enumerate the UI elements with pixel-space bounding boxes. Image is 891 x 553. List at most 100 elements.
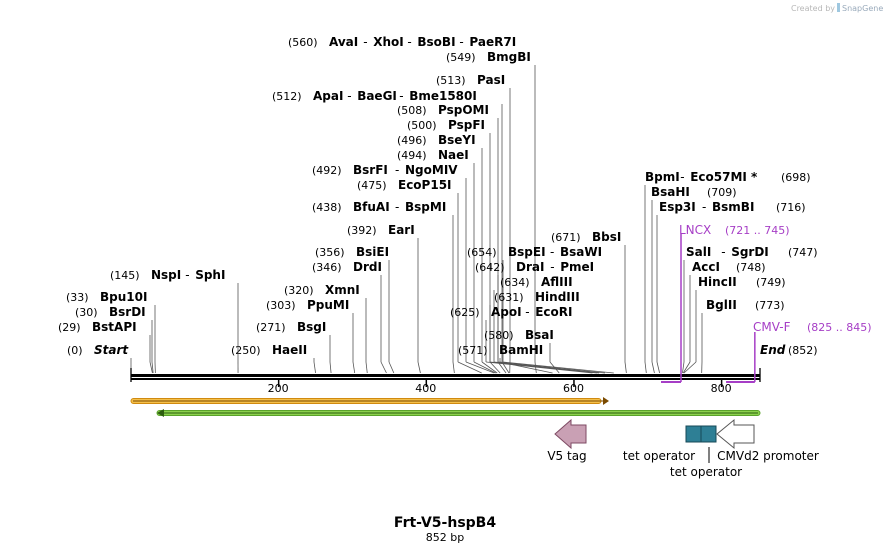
enzyme-site-end[interactable]: End (852) — [760, 343, 818, 357]
plasmid-length: 852 bp — [426, 531, 464, 544]
enzyme-site-bstapi[interactable]: (29) BstAPI — [58, 320, 153, 374]
enzyme-name: AflIII — [541, 275, 573, 289]
enzyme-site-bsai[interactable]: (580) BsaI — [484, 328, 560, 374]
enzyme-site-bsgi[interactable]: (271) BsgI — [256, 320, 332, 374]
enzyme-site-pasi[interactable]: (513) PasI — [436, 73, 511, 374]
svg-text:200: 200 — [268, 382, 289, 395]
enzyme-site-bbsi[interactable]: (671) BbsI — [551, 230, 627, 374]
enzyme-site-hindiii[interactable]: (631) HindIII — [489, 290, 597, 374]
enzyme-site-esp3i[interactable]: Esp3I - BsmBI (716) — [656, 200, 806, 374]
enzyme-site-nspi[interactable]: (145) NspI - SphI — [110, 268, 239, 374]
enzyme-name: SgrDI — [731, 245, 769, 259]
enzyme-name: DraI — [516, 260, 544, 274]
enzyme-name: EcoRI — [535, 305, 572, 319]
enzyme-site-apai[interactable]: (512) ApaI - BaeGI - Bme1580I — [272, 89, 510, 374]
enzyme-position: (654) — [467, 246, 497, 259]
enzyme-position: (549) — [446, 51, 476, 64]
tet-operator-feature[interactable]: tet operator tet operator — [623, 425, 742, 479]
enzyme-name: XhoI — [373, 35, 404, 49]
enzyme-site-drdi[interactable]: (346) DrdI — [312, 260, 387, 374]
enzyme-name: BsmBI — [712, 200, 754, 214]
enzyme-position: (492) — [312, 164, 342, 177]
enzyme-position: (392) — [347, 224, 377, 237]
orf-yellow[interactable] — [130, 397, 609, 405]
enzyme-position: (747) — [788, 246, 818, 259]
enzyme-name: BsrFI — [353, 163, 388, 177]
enzyme-position: (320) — [284, 284, 314, 297]
enzyme-site-pspomi[interactable]: (508) PspOMI — [397, 103, 507, 374]
enzyme-site-naei[interactable]: (494) NaeI — [397, 148, 496, 374]
enzyme-name: BspMI — [405, 200, 446, 214]
enzyme-position: (508) — [397, 104, 427, 117]
enzyme-site-ecop15i[interactable]: (475) EcoP15I — [357, 178, 482, 374]
enzyme-site-acci[interactable]: AccI (748) — [682, 260, 766, 374]
orf-green[interactable] — [156, 409, 761, 417]
enzyme-name: BsgI — [297, 320, 326, 334]
cmvd2-promoter-label: CMVd2 promoter — [717, 449, 819, 463]
enzyme-site-bseyi[interactable]: (496) BseYI — [397, 133, 498, 374]
tet-operator-label-2: tet operator — [670, 465, 742, 479]
enzyme-site-bmgbi[interactable]: (549) BmgBI — [446, 50, 537, 374]
enzyme-name: Bme1580I — [409, 89, 477, 103]
enzyme-site-apoi[interactable]: (625) ApoI - EcoRI — [450, 305, 593, 374]
ruler: 200 400 600 800 — [268, 380, 732, 395]
enzyme-position: (494) — [397, 149, 427, 162]
enzyme-site-bfuai[interactable]: (438) BfuAI - BspMI — [312, 200, 455, 374]
tet-operator-label-1: tet operator — [623, 449, 695, 463]
enzyme-position: (346) — [312, 261, 342, 274]
svg-text:-: - — [399, 89, 403, 103]
primer-lncx[interactable]: LNCX (721 .. 745) — [661, 223, 790, 383]
cmvd2-promoter-feature[interactable]: CMVd2 promoter — [716, 418, 819, 463]
enzyme-position: (29) — [58, 321, 81, 334]
enzyme-position: (145) — [110, 269, 140, 282]
enzyme-name: ApoI — [491, 305, 522, 319]
enzyme-position: (625) — [450, 306, 480, 319]
watermark-created-by: Created by — [791, 4, 835, 13]
enzyme-site-hincii[interactable]: HincII (749) — [683, 275, 786, 374]
enzyme-position: (634) — [500, 276, 530, 289]
enzyme-site-bglii[interactable]: BglII (773) — [701, 298, 785, 374]
enzyme-site-ppumi[interactable]: (303) PpuMI — [266, 298, 356, 374]
ruler-tick-600: 600 — [563, 380, 584, 395]
ruler-tick-800: 800 — [711, 380, 732, 395]
enzyme-position: (512) — [272, 90, 302, 103]
enzyme-site-sali[interactable]: SalI - SgrDI (747) — [682, 245, 818, 374]
enzyme-site-xmni[interactable]: (320) XmnI — [284, 283, 368, 374]
enzyme-position: (852) — [788, 344, 818, 357]
enzyme-name: HindIII — [535, 290, 580, 304]
enzyme-name: BspEI — [508, 245, 546, 259]
primer-cmv-f[interactable]: CMV-F (825 .. 845) — [726, 320, 872, 383]
enzyme-site-drai[interactable]: (642) DraI - PmeI — [475, 260, 606, 374]
enzyme-site-bsrdi[interactable]: (30) BsrDI — [75, 305, 154, 374]
enzyme-position: (250) — [231, 344, 261, 357]
enzyme-site-bsahi[interactable]: BsaHI (709) — [651, 185, 737, 374]
enzyme-site-bsiei[interactable]: (356) BsiEI — [315, 245, 395, 374]
v5-tag-feature[interactable]: V5 tag — [547, 418, 587, 463]
enzyme-name: EcoP15I — [398, 178, 452, 192]
enzyme-site-haeii[interactable]: (250) HaeII — [231, 343, 316, 374]
enzyme-site-bpmi[interactable]: BpmI - Eco57MI * (698) — [644, 170, 811, 374]
ruler-tick-400: 400 — [415, 380, 436, 395]
enzyme-position: (513) — [436, 74, 466, 87]
enzyme-name: HincII — [698, 275, 737, 289]
enzyme-position: (303) — [266, 299, 296, 312]
sequence-backbone — [130, 368, 761, 382]
enzyme-site-bamhi[interactable]: (571) BamHI — [458, 343, 553, 374]
enzyme-site-bpu10i[interactable]: (33) Bpu10I — [66, 290, 156, 374]
svg-text:-: - — [550, 260, 554, 274]
enzyme-site-bspei[interactable]: (654) BspEI - BsaWI — [467, 245, 614, 374]
enzyme-position: (642) — [475, 261, 505, 274]
enzyme-site-bsrfi[interactable]: (492) BsrFI - NgoMIV — [312, 163, 495, 374]
svg-text:-: - — [680, 170, 684, 184]
enzyme-name: Esp3I — [659, 200, 696, 214]
enzyme-position: (438) — [312, 201, 342, 214]
enzyme-site-avai[interactable]: (560) AvaI - XhoI - BsoBI - PaeR7I — [288, 35, 516, 49]
enzyme-name: AccI — [692, 260, 720, 274]
svg-text:-: - — [525, 305, 529, 319]
enzyme-site-eari[interactable]: (392) EarI — [347, 223, 421, 374]
enzyme-name: BglII — [706, 298, 737, 312]
enzyme-site-start[interactable]: (0) Start — [67, 343, 132, 373]
svg-text:-: - — [550, 245, 554, 259]
svg-text:-: - — [347, 89, 351, 103]
enzyme-name: BsoBI — [417, 35, 455, 49]
